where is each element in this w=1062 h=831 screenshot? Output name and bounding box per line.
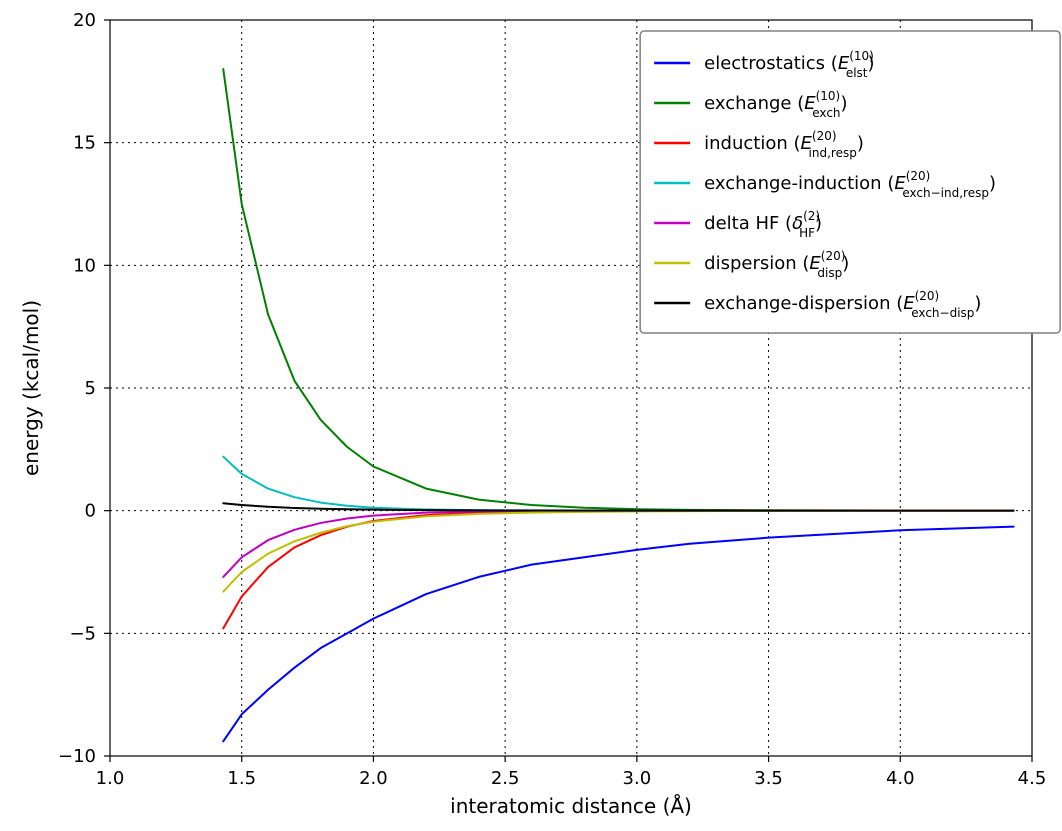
energy-chart: 1.0 1.5 2.0 2.5 3.0 3.5 4.0 4.5 −10 −5 0 5 10 15 20 int… [0, 0, 1062, 831]
xtick-label: 2.5 [491, 768, 520, 789]
legend: electrostatics (E(10)elst)exchange (E(10… [640, 31, 1060, 333]
xtick-label: 1.0 [96, 768, 125, 789]
ytick-label: 15 [73, 133, 96, 154]
ytick-label: −10 [58, 746, 96, 767]
ytick-label: 0 [85, 501, 96, 522]
xtick-label: 4.0 [886, 768, 915, 789]
xtick-label: 4.5 [1018, 768, 1047, 789]
ytick-label: 10 [73, 255, 96, 276]
xtick-label: 1.5 [227, 768, 256, 789]
chart-container: 1.0 1.5 2.0 2.5 3.0 3.5 4.0 4.5 −10 −5 0 5 10 15 20 int… [0, 0, 1062, 831]
xtick-label: 3.0 [623, 768, 652, 789]
y-axis-label: energy (kcal/mol) [19, 300, 43, 476]
x-axis-label: interatomic distance (Å) [450, 794, 692, 818]
ytick-label: 20 [73, 10, 96, 31]
ytick-label: −5 [69, 623, 96, 644]
xtick-label: 2.0 [359, 768, 388, 789]
ytick-label: 5 [85, 378, 96, 399]
xtick-label: 3.5 [754, 768, 783, 789]
